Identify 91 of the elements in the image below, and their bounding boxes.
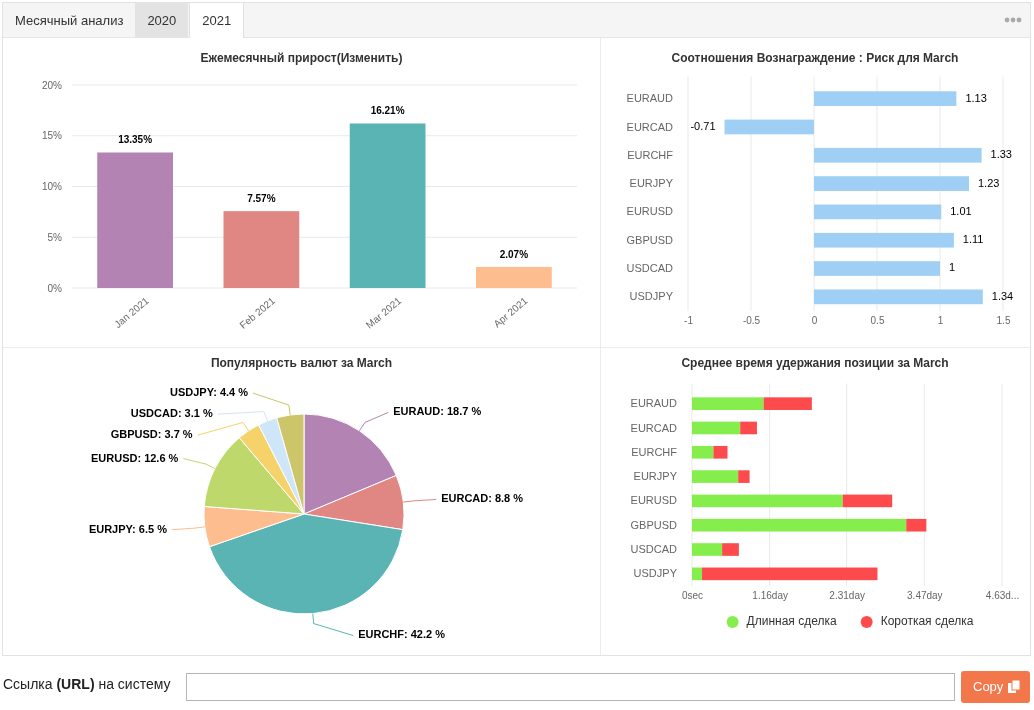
bar <box>763 397 812 410</box>
y-tick-label: USDJPY <box>633 567 678 580</box>
slice-label: EURCAD: 8.8 % <box>441 492 524 505</box>
y-tick-label: 15% <box>41 130 63 142</box>
slice-label: EURJPY: 6.5 % <box>88 522 168 535</box>
x-tick-label: 1.5 <box>996 315 1011 327</box>
text: Месячный анализ <box>14 12 125 30</box>
y-tick-label: EURCHF <box>631 445 678 458</box>
bar <box>223 211 300 288</box>
chart-title: Ежемесячный прирост(Изменить) <box>200 51 403 66</box>
slice-label: USDCAD: 3.1 % <box>130 407 213 420</box>
data-label: 1.34 <box>991 289 1014 302</box>
data-label: 13.35% <box>118 134 153 146</box>
y-tick-label: EURJPY <box>629 177 674 190</box>
data-label: -0.71 <box>690 119 716 132</box>
y-tick-label: GBPUSD <box>630 518 678 531</box>
x-tick-label: 0sec <box>681 590 704 602</box>
y-tick-label: EURCAD <box>626 120 674 133</box>
y-tick-label: 20% <box>41 79 63 91</box>
data-label: 2.07% <box>499 248 529 260</box>
bar <box>740 421 757 435</box>
chart-title: Популярность валют за March <box>210 356 393 371</box>
data-label: 1.33 <box>990 148 1012 161</box>
chart-title: Среднее время удержания позиции за March <box>681 356 949 371</box>
y-tick-label: EURJPY <box>633 470 678 483</box>
slice-label: EURCHF: 42.2 % <box>358 628 446 641</box>
bar <box>738 470 750 483</box>
y-tick-label: GBPUSD <box>626 233 674 246</box>
y-tick-label: 5% <box>47 231 63 243</box>
bar <box>476 266 552 288</box>
y-tick-label: EURUSD <box>630 494 678 507</box>
text: 2020 <box>135 3 189 38</box>
data-label: 1 <box>949 261 956 274</box>
bar <box>97 152 173 288</box>
bar <box>702 567 878 581</box>
y-tick-label: EURAUD <box>626 92 674 105</box>
data-label: 1.23 <box>977 176 1000 189</box>
bar <box>692 421 741 435</box>
bar <box>906 518 927 532</box>
y-tick-label: 10% <box>41 181 63 193</box>
bar <box>692 470 739 483</box>
slice-label: EURUSD: 12.6 % <box>90 451 179 464</box>
legend-label: Короткая сделка <box>880 614 974 629</box>
bar <box>692 567 703 581</box>
y-tick-label: EURAUD <box>630 397 678 410</box>
bar <box>692 397 764 410</box>
bar <box>814 232 954 248</box>
bar <box>692 518 907 532</box>
x-tick-label: 3.47day <box>907 590 943 602</box>
x-tick-label: 1.16day <box>752 590 788 602</box>
data-label: 16.21% <box>370 105 405 117</box>
y-tick-label: EURCHF <box>627 148 674 161</box>
bar <box>692 543 723 556</box>
slice-label: USDJPY: 4.4 % <box>169 386 249 399</box>
bar <box>814 176 969 191</box>
x-tick-label: 4.63d... <box>985 590 1020 602</box>
bar <box>814 204 942 220</box>
x-tick-label: 2.31day <box>829 590 865 602</box>
bar <box>692 494 843 508</box>
data-label: 1.13 <box>965 91 987 104</box>
y-tick-label: USDCAD <box>626 262 674 275</box>
data-label: 1.01 <box>950 204 972 217</box>
text: 2021 <box>189 3 245 38</box>
y-tick-label: USDCAD <box>630 543 678 556</box>
bar <box>713 445 728 459</box>
x-tick-label: -0.5 <box>742 315 761 327</box>
text: Ссылка (URL) на систему <box>3 676 171 692</box>
data-label: 7.57% <box>247 193 276 205</box>
bar <box>814 147 982 163</box>
bar <box>814 91 957 107</box>
y-tick-label: EURCAD <box>630 421 678 434</box>
bar <box>842 494 893 508</box>
y-tick-label: 0% <box>47 282 63 294</box>
data-label: 1.11 <box>962 233 984 246</box>
bar <box>724 119 814 135</box>
slice-label: GBPUSD: 3.7 % <box>110 428 193 441</box>
bar <box>692 445 714 459</box>
bar <box>814 261 940 276</box>
bar <box>814 289 983 305</box>
y-tick-label: EURUSD <box>626 205 674 218</box>
chart-title: Соотношения Вознаграждение : Риск для March <box>671 51 959 66</box>
x-tick-label: 1 <box>937 315 944 327</box>
y-tick-label: USDJPY <box>629 290 674 303</box>
copy-button: Copy <box>961 671 1030 703</box>
legend-label: Длинная сделка <box>746 614 837 629</box>
bar <box>722 543 739 556</box>
bar <box>349 123 426 288</box>
x-tick-label: 0 <box>811 315 818 327</box>
x-tick-label: -1 <box>684 315 694 327</box>
x-tick-label: 0.5 <box>870 315 885 327</box>
slice-label: EURAUD: 18.7 % <box>393 405 482 418</box>
